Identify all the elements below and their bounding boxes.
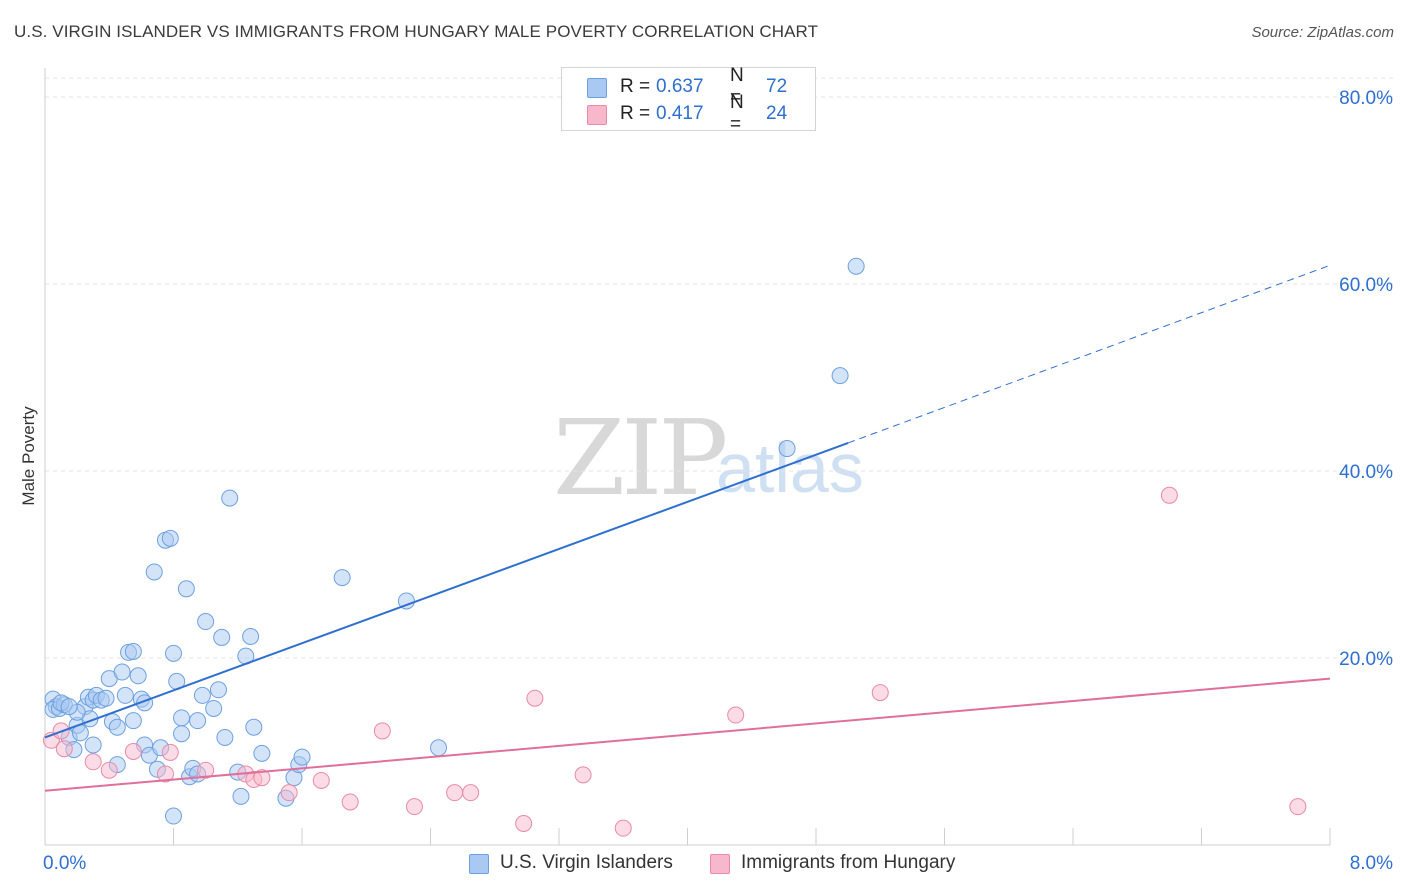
point-virgin-islanders [173,725,191,743]
point-virgin-islanders [84,736,102,754]
point-virgin-islanders [173,709,191,727]
point-hungary [405,798,423,816]
point-virgin-islanders [145,563,163,581]
point-virgin-islanders [216,728,234,746]
n-value: 24 [766,103,788,124]
point-virgin-islanders [129,667,147,685]
point-hungary [100,761,118,779]
watermark-zip: ZIP [553,397,728,519]
x-tick-label: 8.0% [1350,853,1393,874]
legend-swatch-blue [469,854,489,874]
point-virgin-islanders [245,718,263,736]
point-hungary [515,814,533,832]
stats-legend: R = 0.637 N = 72 R = 0.417 N = 24 [561,65,816,135]
point-hungary [280,784,298,802]
point-virgin-islanders [213,628,231,646]
point-virgin-islanders [193,686,211,704]
r-value: 0.417 [656,103,704,124]
y-tick-label: 60.0% [1339,275,1393,296]
point-virgin-islanders [847,257,865,275]
r-label: R = [620,76,651,97]
point-virgin-islanders [124,712,142,730]
point-hungary [84,753,102,771]
y-tick-label: 40.0% [1339,462,1393,483]
point-virgin-islanders [161,529,179,547]
point-hungary [312,771,330,789]
point-virgin-islanders [189,712,207,730]
legend-swatch-pink [587,105,607,125]
point-hungary [614,819,632,837]
point-virgin-islanders [293,748,311,766]
point-virgin-islanders [333,569,351,587]
point-virgin-islanders [205,699,223,717]
point-virgin-islanders [242,627,260,645]
trendline-hungary [44,677,1331,792]
point-virgin-islanders [116,686,134,704]
point-virgin-islanders [221,489,239,507]
point-virgin-islanders [197,613,215,631]
point-hungary [55,740,73,758]
point-virgin-islanders [831,367,849,385]
n-label: N = [730,92,744,135]
point-virgin-islanders [60,698,78,716]
point-virgin-islanders [108,718,126,736]
point-hungary [871,684,889,702]
point-virgin-islanders [209,681,227,699]
trendline-extension [847,264,1331,444]
point-hungary [253,769,271,787]
point-hungary [156,765,174,783]
point-virgin-islanders [97,689,115,707]
y-tick-label: 80.0% [1339,88,1393,109]
point-virgin-islanders [430,739,448,757]
x-tick-label: 0.0% [43,853,86,874]
y-axis-label: Male Poverty [19,406,38,506]
point-hungary [373,722,391,740]
point-virgin-islanders [113,663,131,681]
point-hungary [446,784,464,802]
point-hungary [574,766,592,784]
chart-title: U.S. VIRGIN ISLANDER VS IMMIGRANTS FROM … [14,22,819,41]
point-hungary [462,784,480,802]
trendline-virgin-islanders [44,442,849,739]
point-virgin-islanders [165,807,182,825]
point-virgin-islanders [253,744,271,762]
source-label: Source: ZipAtlas.com [1251,24,1394,41]
r-value: 0.637 [656,76,704,97]
point-virgin-islanders [124,642,142,660]
n-value: 72 [766,76,788,97]
point-virgin-islanders [778,440,796,458]
point-hungary [197,761,215,779]
legend-label: Immigrants from Hungary [741,852,956,873]
r-label: R = [620,103,651,124]
point-hungary [526,689,544,707]
n-label: N = [730,65,744,108]
point-hungary [1160,486,1178,504]
point-virgin-islanders [177,580,195,598]
point-hungary [341,793,359,811]
y-tick-label: 20.0% [1339,649,1393,670]
point-hungary [727,706,745,724]
point-hungary [161,743,179,761]
point-virgin-islanders [232,787,250,805]
legend-swatch-blue [587,78,607,98]
legend-label: U.S. Virgin Islanders [500,852,673,873]
legend-swatch-pink [710,854,730,874]
point-virgin-islanders [165,644,182,662]
point-hungary [1289,798,1307,816]
point-hungary [124,743,142,760]
